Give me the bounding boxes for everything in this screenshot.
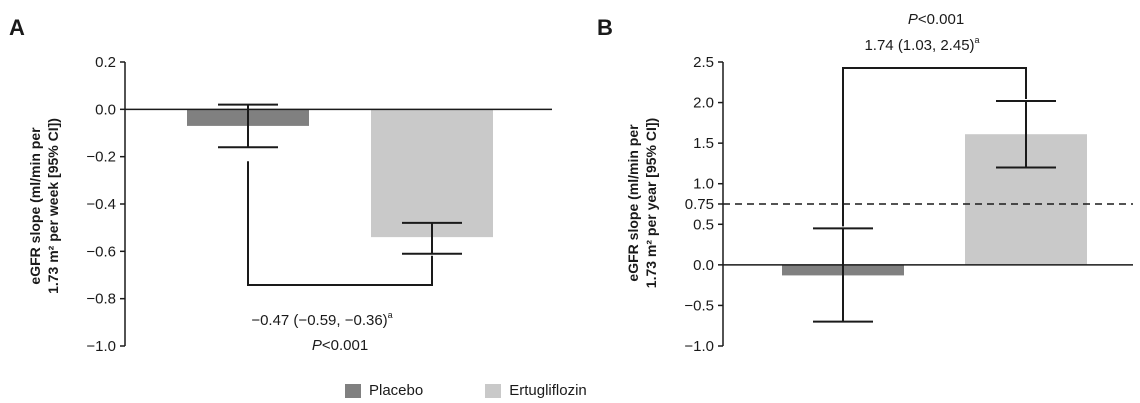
legend-swatch-ertugliflozin <box>485 383 502 398</box>
panel-a-p-value: P<0.001 <box>312 337 368 354</box>
panel-a-y-tick-label: −1.0 <box>86 338 116 355</box>
panel-b-ylabel-line2: 1.73 m² per year [95% CI]) <box>643 118 659 288</box>
panel-b-plot: 2.5 2.0 1.5 1.0 0.75 0.5 0.0 −0.5 −1.0 <box>684 54 1133 355</box>
panel-a-p-italic: P <box>312 337 322 354</box>
panel-a-y-tick-label: −0.8 <box>86 291 116 308</box>
panel-b-y-tick-label: 1.5 <box>693 135 714 152</box>
panel-b-letter: B <box>597 15 613 40</box>
panel-a-comparison-text: −0.47 (−0.59, −0.36) <box>251 312 387 329</box>
panel-b-p-rest: <0.001 <box>918 11 964 28</box>
panel-b-y-tick-label: 0.5 <box>693 216 714 233</box>
legend-label-placebo: Placebo <box>369 382 424 399</box>
panel-b-y-tick-label: 0.75 <box>685 196 714 213</box>
panel-a-p-rest: <0.001 <box>322 337 368 354</box>
panel-b-comparison-sup: a <box>975 35 980 45</box>
panel-a-comparison-label: −0.47 (−0.59, −0.36)a <box>251 310 392 329</box>
legend: Placebo Ertugliflozin <box>345 382 587 399</box>
panel-a-y-tick-label: −0.4 <box>86 196 116 213</box>
panel-b-y-tick-label: −1.0 <box>684 338 714 355</box>
panel-a-bar-ertugliflozin <box>371 109 493 238</box>
legend-label-ertugliflozin: Ertugliflozin <box>509 382 587 399</box>
panel-a-comparison-sup: a <box>388 310 393 320</box>
legend-item-placebo: Placebo <box>345 382 423 399</box>
panel-b-y-tick-label: 2.0 <box>693 95 714 112</box>
panel-a-y-tick-label: −0.2 <box>86 149 116 166</box>
panel-b-y-tick-label: 0.0 <box>693 257 714 274</box>
panel-a-plot: 0.2 0.0 −0.2 −0.4 −0.6 −0.8 −1.0 <box>86 54 552 355</box>
panel-b: B eGFR slope (ml/min per 1.73 m² per yea… <box>597 11 1133 355</box>
panel-a-y-tick-label: 0.0 <box>95 101 116 118</box>
panel-b-ylabel-line1: eGFR slope (ml/min per <box>625 124 641 282</box>
legend-swatch-placebo <box>345 383 361 398</box>
panel-a-y-tick-label: −0.6 <box>86 243 116 260</box>
panel-b-comparison-bracket <box>842 67 1027 227</box>
panel-b-comparison-label: 1.74 (1.03, 2.45)a <box>864 35 979 54</box>
panel-b-y-tick-label: 2.5 <box>693 54 714 71</box>
panel-a-y-tick-label: 0.2 <box>95 54 116 71</box>
panel-b-y-tick-label: 1.0 <box>693 176 714 193</box>
legend-item-ertugliflozin: Ertugliflozin <box>485 382 587 399</box>
panel-a-letter: A <box>9 15 25 40</box>
panel-b-y-tick-label: −0.5 <box>684 297 714 314</box>
panel-b-comparison-text: 1.74 (1.03, 2.45) <box>864 37 974 54</box>
panel-a: A eGFR slope (ml/min per 1.73 m² per wee… <box>9 15 552 355</box>
panel-b-p-value: P<0.001 <box>908 11 964 28</box>
panel-a-comparison-bracket <box>247 161 433 286</box>
panel-b-p-italic: P <box>908 11 918 28</box>
panel-a-ylabel-line2: 1.73 m² per week [95% CI]) <box>45 118 61 294</box>
panel-a-ylabel-line1: eGFR slope (ml/min per <box>27 127 43 285</box>
